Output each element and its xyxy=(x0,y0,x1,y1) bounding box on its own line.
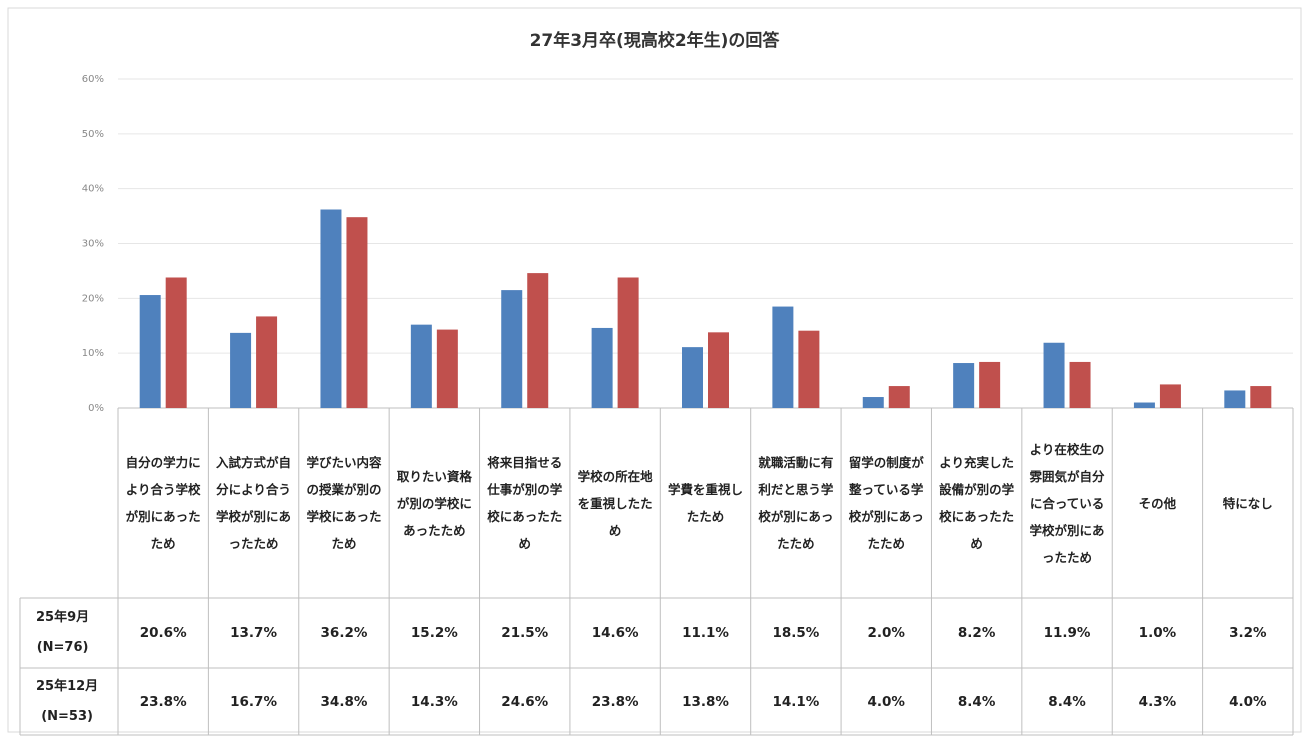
bar xyxy=(165,277,187,408)
bar xyxy=(436,329,458,408)
bar xyxy=(410,324,432,408)
table-value: 21.5% xyxy=(501,625,549,641)
table-value: 14.6% xyxy=(591,625,639,641)
bar xyxy=(772,306,794,408)
bar xyxy=(256,316,278,408)
series-name: 25年12月 (N=53) xyxy=(36,678,99,724)
y-tick-label: 10% xyxy=(82,348,104,359)
table-value: 14.3% xyxy=(410,693,458,710)
bar xyxy=(1224,390,1246,408)
bar xyxy=(862,397,884,408)
category-label: より充実した設備が別の学校にあったため xyxy=(939,455,1015,551)
category-label: 入試方式が自分により合う学校が別にあったため xyxy=(216,455,292,551)
chart-title: 27年3月卒(現高校2年生)の回答 xyxy=(529,31,780,51)
table-value: 1.0% xyxy=(1138,625,1177,641)
bar xyxy=(527,273,549,408)
table-value: 15.2% xyxy=(410,625,458,641)
table-value: 8.2% xyxy=(957,625,996,641)
category-label: 学費を重視したため xyxy=(667,482,743,524)
y-tick-label: 50% xyxy=(82,129,104,140)
bar xyxy=(888,386,910,408)
category-label: 将来目指せる仕事が別の学校にあったため xyxy=(487,455,563,551)
table-value: 36.2% xyxy=(320,625,368,641)
table-value: 16.7% xyxy=(230,693,277,710)
table-value: 8.4% xyxy=(957,693,996,710)
table-value: 8.4% xyxy=(1048,693,1086,710)
category-label: その他 xyxy=(1138,495,1177,511)
bar xyxy=(953,363,975,408)
table-value: 4.3% xyxy=(1138,693,1177,710)
table-value: 11.1% xyxy=(682,625,729,641)
table-value: 18.5% xyxy=(772,625,820,641)
table-value: 23.8% xyxy=(139,693,187,710)
y-tick-label: 0% xyxy=(88,403,104,414)
bar xyxy=(617,277,639,408)
bar xyxy=(1133,402,1155,408)
bar xyxy=(139,295,161,408)
bar xyxy=(230,332,252,408)
table-value: 11.9% xyxy=(1043,625,1091,641)
bar xyxy=(682,347,703,408)
table-value: 24.6% xyxy=(501,693,549,710)
category-label: 特になし xyxy=(1222,495,1273,511)
table-value: 13.7% xyxy=(230,625,277,641)
bar xyxy=(708,332,729,408)
table-value: 23.8% xyxy=(591,693,639,710)
bar xyxy=(320,209,342,408)
table-value: 20.6% xyxy=(139,625,187,641)
bar xyxy=(1159,384,1181,408)
chart-border xyxy=(7,7,1302,733)
table-value: 13.8% xyxy=(682,693,729,710)
bar xyxy=(1250,386,1272,408)
category-label: 留学の制度が整っている学校が別にあったため xyxy=(848,455,924,551)
category-label: より在校生の雰囲気が自分に合っている学校が別にあったため xyxy=(1029,441,1105,565)
y-tick-label: 60% xyxy=(82,74,104,85)
category-label: 取りたい資格が別の学校にあったため xyxy=(396,468,472,538)
bar xyxy=(1069,361,1091,408)
category-label: 自分の学力により合う学校が別にあったため xyxy=(125,455,201,551)
bar xyxy=(501,290,523,408)
bar xyxy=(979,361,1001,408)
y-tick-label: 30% xyxy=(82,239,104,250)
table-value: 3.2% xyxy=(1229,625,1267,641)
bar xyxy=(591,327,613,408)
category-label: 就職活動に有利だと思う学校が別にあったため xyxy=(758,455,834,551)
y-tick-label: 20% xyxy=(82,293,104,304)
series-name: 25年9月 (N=76) xyxy=(36,610,90,655)
table-value: 4.0% xyxy=(1229,693,1267,710)
category-label: 学校の所在地を重視したため xyxy=(577,468,653,538)
table-value: 34.8% xyxy=(320,693,368,710)
table-value: 14.1% xyxy=(772,693,820,710)
y-tick-label: 40% xyxy=(82,184,104,195)
bar xyxy=(798,330,820,408)
category-label: 学びたい内容の授業が別の学校にあったため xyxy=(306,455,382,551)
table-value: 4.0% xyxy=(867,693,905,710)
bar xyxy=(346,217,368,408)
bar xyxy=(1043,342,1065,408)
table-value: 2.0% xyxy=(867,625,905,641)
